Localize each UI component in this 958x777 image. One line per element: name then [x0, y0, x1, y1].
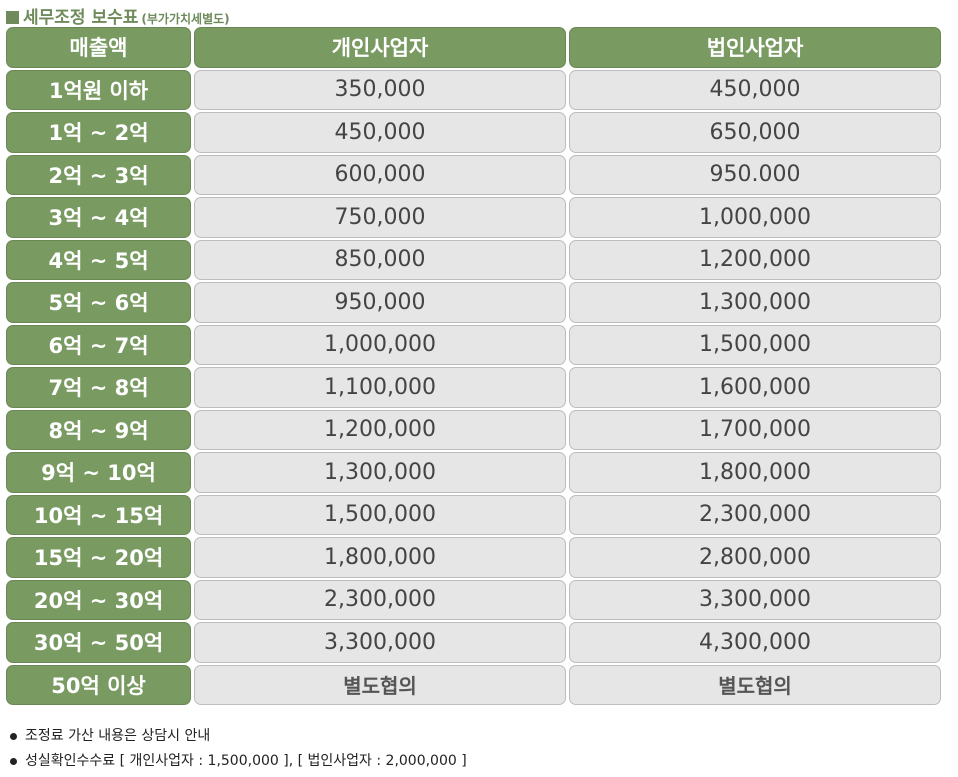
header-corporate: 법인사업자	[569, 27, 941, 68]
cell-individual: 1,200,000	[194, 409, 566, 450]
row-range: 30억 ~ 50억	[6, 622, 191, 663]
cell-corporate: 1,300,000	[569, 282, 941, 323]
cell-individual: 3,300,000	[194, 622, 566, 663]
cell-individual: 별도협의	[194, 664, 566, 705]
row-range: 1억 ~ 2억	[6, 112, 191, 153]
note-text: 조정료 가산 내용은 상담시 안내	[25, 728, 211, 744]
cell-corporate: 3,300,000	[569, 579, 941, 620]
cell-individual: 850,000	[194, 239, 566, 280]
cell-corporate: 650,000	[569, 112, 941, 153]
cell-corporate: 4,300,000	[569, 622, 941, 663]
cell-individual: 450,000	[194, 112, 566, 153]
cell-corporate: 2,800,000	[569, 537, 941, 578]
row-range: 4억 ~ 5억	[6, 239, 191, 280]
notes-list: 조정료 가산 내용은 상담시 안내 성실확인수수료 [ 개인사업자 : 1,50…	[10, 724, 467, 774]
cell-individual: 750,000	[194, 197, 566, 238]
cell-individual: 2,300,000	[194, 579, 566, 620]
header-individual: 개인사업자	[194, 27, 566, 68]
cell-individual: 350,000	[194, 69, 566, 110]
title-main: 세무조정 보수표	[23, 8, 139, 28]
row-range: 7억 ~ 8억	[6, 367, 191, 408]
cell-individual: 1,100,000	[194, 367, 566, 408]
cell-corporate: 1,600,000	[569, 367, 941, 408]
note-text: 성실확인수수료 [ 개인사업자 : 1,500,000 ], [ 법인사업자 :…	[25, 753, 467, 769]
row-range: 2억 ~ 3억	[6, 154, 191, 195]
row-range: 9억 ~ 10억	[6, 452, 191, 493]
cell-corporate: 950.000	[569, 154, 941, 195]
cell-corporate: 1,700,000	[569, 409, 941, 450]
cell-corporate: 1,500,000	[569, 324, 941, 365]
page-title: 세무조정 보수표 (부가가치세별도)	[6, 3, 230, 28]
cell-individual: 1,300,000	[194, 452, 566, 493]
row-range: 15억 ~ 20억	[6, 537, 191, 578]
cell-corporate: 1,800,000	[569, 452, 941, 493]
cell-individual: 1,500,000	[194, 494, 566, 535]
square-bullet-icon	[6, 11, 19, 24]
row-range: 5억 ~ 6억	[6, 282, 191, 323]
bullet-icon	[10, 758, 17, 765]
cell-individual: 1,800,000	[194, 537, 566, 578]
note-item: 조정료 가산 내용은 상담시 안내	[10, 724, 467, 749]
title-sub: (부가가치세별도)	[141, 12, 230, 26]
row-range: 1억원 이하	[6, 69, 191, 110]
cell-corporate: 450,000	[569, 69, 941, 110]
row-range: 50억 이상	[6, 664, 191, 705]
header-revenue: 매출액	[6, 27, 191, 68]
row-range: 20억 ~ 30억	[6, 579, 191, 620]
cell-corporate: 1,200,000	[569, 239, 941, 280]
cell-corporate: 2,300,000	[569, 494, 941, 535]
cell-individual: 950,000	[194, 282, 566, 323]
note-item: 성실확인수수료 [ 개인사업자 : 1,500,000 ], [ 법인사업자 :…	[10, 749, 467, 774]
row-range: 10억 ~ 15억	[6, 494, 191, 535]
cell-corporate: 별도협의	[569, 664, 941, 705]
row-range: 6억 ~ 7억	[6, 324, 191, 365]
bullet-icon	[10, 733, 17, 740]
fee-table: 매출액 개인사업자 법인사업자 1억원 이하 350,000 450,000 1억 ~…	[6, 27, 941, 705]
cell-individual: 600,000	[194, 154, 566, 195]
cell-corporate: 1,000,000	[569, 197, 941, 238]
cell-individual: 1,000,000	[194, 324, 566, 365]
row-range: 8억 ~ 9억	[6, 409, 191, 450]
row-range: 3억 ~ 4억	[6, 197, 191, 238]
